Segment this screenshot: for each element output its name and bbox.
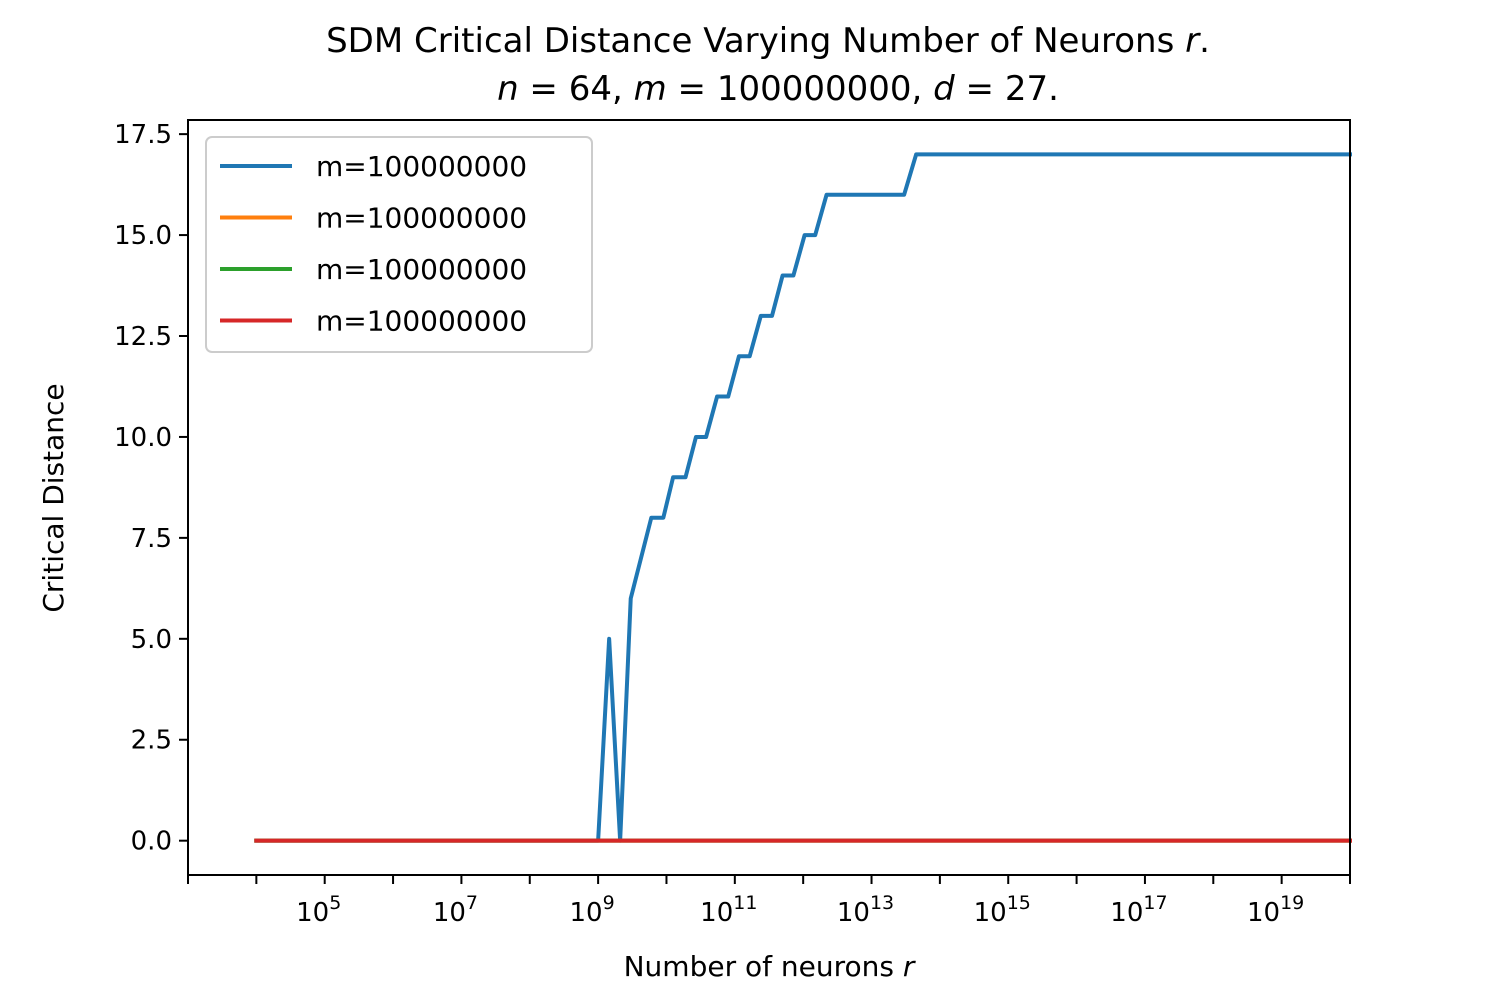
legend-label: m=100000000 [316,202,527,235]
y-axis-label: Critical Distance [37,383,70,612]
x-tick-label: 105 [296,892,341,928]
chart-title-line2: n = 64, m = 100000000, d = 27. [497,69,1059,109]
x-tick-label: 1013 [837,892,894,928]
legend: m=100000000 m=100000000 m=100000000 m=10000… [205,136,593,353]
legend-label: m=100000000 [316,150,527,183]
x-tick-label: 107 [433,892,478,928]
y-tick-label: 12.5 [114,322,172,352]
chart-title-line1: SDM Critical Distance Varying Number of … [326,21,1210,61]
legend-label: m=100000000 [316,253,527,286]
x-axis-ticks: 105 107 109 1011 1013 1015 1017 1019 [187,875,1351,928]
y-tick-label: 5.0 [131,625,172,655]
y-tick-label: 0.0 [131,827,172,857]
legend-box [205,136,593,353]
legend-label: m=100000000 [316,305,527,338]
series-line-1 [254,152,1352,843]
y-tick-label: 2.5 [131,726,172,756]
x-tick-label: 1017 [1110,892,1167,928]
x-tick-label: 1019 [1247,892,1304,928]
x-axis-label: Number of neurons r [624,950,916,983]
y-tick-label: 15.0 [114,221,172,251]
y-tick-label: 10.0 [114,423,172,453]
x-tick-label: 1015 [974,892,1031,928]
x-tick-label: 1011 [700,892,757,928]
x-tick-label: 109 [570,892,615,928]
plot-lines [254,152,1352,843]
plot-frame [187,119,1351,876]
y-tick-label: 7.5 [131,524,172,554]
y-axis-ticks: 0.0 2.5 5.0 7.5 10.0 12.5 15.0 17.5 [114,120,188,857]
y-tick-label: 17.5 [114,120,172,150]
